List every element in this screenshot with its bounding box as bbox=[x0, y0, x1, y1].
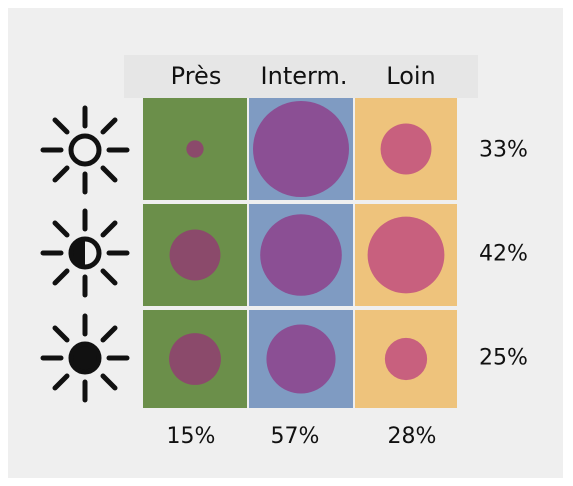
circle-loin-row-2 bbox=[367, 216, 445, 294]
column-total-pres: 15% bbox=[166, 424, 216, 449]
circle-interm-row-2 bbox=[260, 214, 342, 296]
circle-interm-row-1 bbox=[253, 101, 349, 197]
circle-loin-row-1 bbox=[380, 123, 432, 175]
sun-full-icon bbox=[40, 313, 130, 403]
sun-half-icon bbox=[40, 208, 130, 298]
circle-layer bbox=[169, 101, 445, 394]
circle-pres-row-2 bbox=[169, 229, 221, 281]
column-label-loin: Loin bbox=[386, 62, 436, 90]
column-label-interm: Interm. bbox=[260, 62, 348, 90]
column-total-loin: 28% bbox=[387, 424, 437, 449]
row-total-2: 42% bbox=[479, 241, 528, 267]
circle-pres-row-3 bbox=[169, 333, 221, 385]
row-total-1: 33% bbox=[479, 137, 528, 163]
circle-loin-row-3 bbox=[384, 337, 428, 381]
column-header-band bbox=[124, 55, 478, 98]
column-total-interm: 57% bbox=[270, 424, 320, 449]
circle-pres-row-1 bbox=[186, 140, 204, 158]
sun-empty-icon bbox=[40, 105, 130, 195]
column-label-pres: Près bbox=[170, 62, 222, 90]
circle-interm-row-3 bbox=[266, 324, 336, 394]
row-total-3: 25% bbox=[479, 345, 528, 371]
